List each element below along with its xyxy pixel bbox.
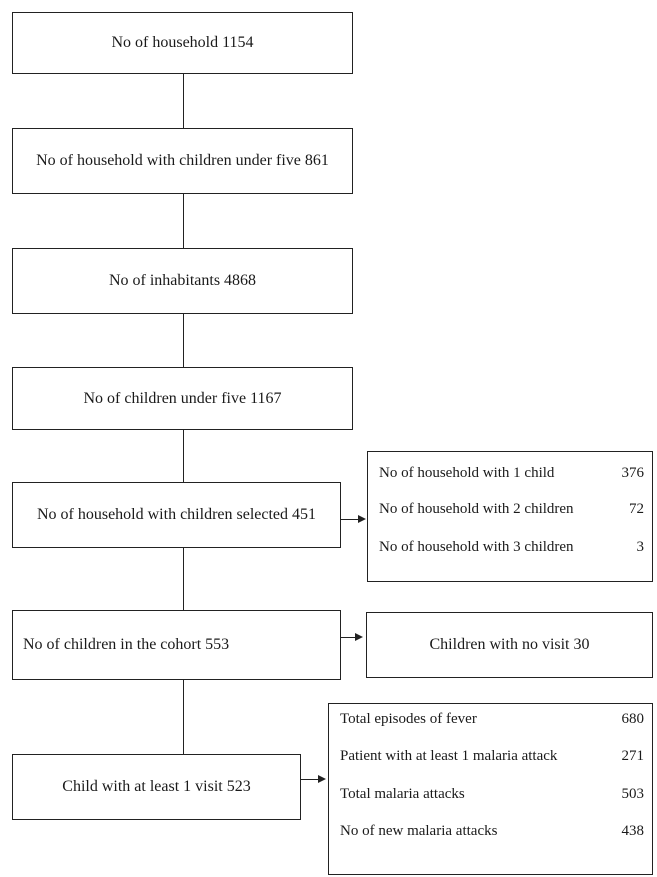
households-selected-box: No of household with children selected 4…	[12, 482, 341, 548]
arrow-selected-head	[358, 515, 366, 523]
households-selected-label: No of household with children selected 4…	[36, 506, 317, 523]
inhabitants-box: No of inhabitants 4868	[12, 248, 353, 314]
households-u5-label: No of household with children under five…	[36, 152, 329, 169]
outcome-row-3: Total malaria attacks 503	[340, 786, 644, 803]
households-label: No of household 1154	[111, 34, 254, 51]
no-visit-label: Children with no visit 30	[429, 636, 590, 653]
breakdown-row-2: No of household with 2 children 72	[379, 501, 644, 518]
connector-5	[183, 548, 184, 610]
no-visit-box: Children with no visit 30	[366, 612, 653, 678]
breakdown-value-2: 72	[629, 501, 644, 517]
breakdown-value-1: 376	[621, 465, 645, 481]
children-u5-box: No of children under five 1167	[12, 367, 353, 430]
inhabitants-label: No of inhabitants 4868	[108, 272, 257, 289]
outcomes-box: Total episodes of fever 680 Patient with…	[328, 703, 653, 875]
arrow-visit-line	[301, 779, 319, 780]
outcome-row-1: Total episodes of fever 680	[340, 711, 644, 728]
breakdown-label-1: No of household with 1 child	[379, 465, 555, 481]
arrow-cohort-line	[341, 637, 356, 638]
connector-4	[183, 430, 184, 482]
outcome-row-4: No of new malaria attacks 438	[340, 823, 644, 840]
arrow-visit-head	[318, 775, 326, 783]
arrow-cohort-head	[355, 633, 363, 641]
outcome-value-1: 680	[621, 711, 645, 727]
outcome-value-2: 271	[621, 748, 645, 764]
outcome-label-1: Total episodes of fever	[340, 711, 477, 727]
households-u5-box: No of household with children under five…	[12, 128, 353, 194]
connector-6	[183, 680, 184, 754]
visit-label: Child with at least 1 visit 523	[62, 778, 251, 795]
connector-3	[183, 314, 184, 367]
connector-1	[183, 74, 184, 128]
outcome-value-3: 503	[621, 786, 645, 802]
visit-box: Child with at least 1 visit 523	[12, 754, 301, 820]
breakdown-row-1: No of household with 1 child 376	[379, 465, 644, 482]
breakdown-row-3: No of household with 3 children 3	[379, 539, 644, 556]
outcome-value-4: 438	[621, 823, 645, 839]
breakdown-label-2: No of household with 2 children	[379, 501, 574, 517]
arrow-selected-line	[341, 519, 359, 520]
cohort-box: No of children in the cohort 553	[12, 610, 341, 680]
children-u5-label: No of children under five 1167	[83, 389, 282, 407]
households-box: No of household 1154	[12, 12, 353, 74]
cohort-label: No of children in the cohort 553	[23, 636, 230, 653]
connector-2	[183, 194, 184, 248]
outcome-row-2: Patient with at least 1 malaria attack 2…	[340, 748, 644, 765]
outcome-label-3: Total malaria attacks	[340, 786, 465, 802]
household-breakdown-box: No of household with 1 child 376 No of h…	[367, 451, 653, 582]
outcome-label-4: No of new malaria attacks	[340, 823, 498, 839]
outcome-label-2: Patient with at least 1 malaria attack	[340, 748, 558, 764]
breakdown-label-3: No of household with 3 children	[379, 539, 574, 555]
breakdown-value-3: 3	[636, 539, 645, 555]
